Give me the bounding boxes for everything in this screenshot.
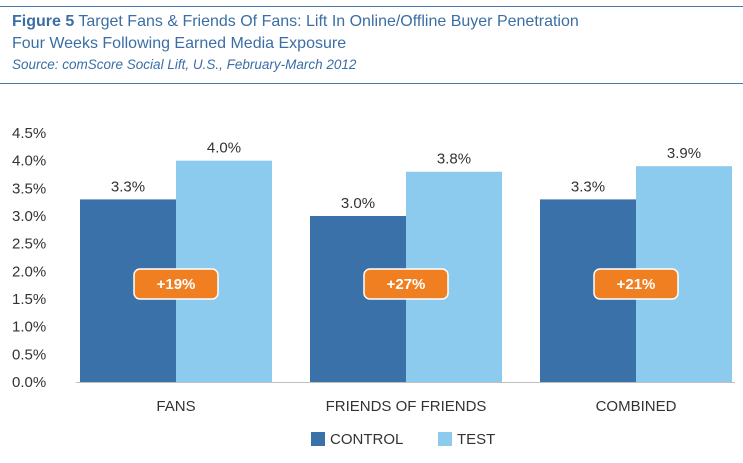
data-label: 3.9%	[667, 145, 701, 162]
lift-badge	[593, 268, 679, 300]
legend-item-control: CONTROL	[311, 429, 403, 449]
lift-badge-label: +19%	[157, 276, 196, 293]
lift-badge	[133, 268, 219, 300]
legend-swatch-test	[438, 432, 452, 446]
lift-badge-label: +21%	[617, 276, 656, 293]
title-text: Target Fans & Friends Of Fans: Lift In O…	[78, 13, 579, 30]
data-label: 3.0%	[341, 195, 375, 212]
x-tick-label: FRIENDS OF FRIENDS	[326, 398, 487, 415]
data-label: 3.3%	[571, 178, 605, 195]
legend-label-test: TEST	[457, 430, 496, 448]
chart-source: Source: comScore Social Lift, U.S., Febr…	[12, 57, 357, 72]
y-tick-label: 3.5%	[12, 180, 46, 197]
top-rule	[0, 6, 743, 7]
legend-swatch-control	[311, 432, 325, 446]
chart-title: Figure 5 Target Fans & Friends Of Fans: …	[12, 11, 737, 33]
y-tick-label: 4.0%	[12, 153, 46, 170]
bar-chart: 0.0% 0.5% 1.0% 1.5% 2.0% 2.5% 3.0% 3.5% 4.0% 4.5%…	[12, 125, 735, 415]
chart-header: Figure 5 Target Fans & Friends Of Fans: …	[12, 11, 737, 75]
legend: CONTROL TEST	[0, 429, 743, 449]
lift-badge-label: +27%	[387, 276, 426, 293]
y-tick-label: 0.5%	[12, 346, 46, 363]
y-tick-label: 2.5%	[12, 236, 46, 253]
x-tick-label: COMBINED	[596, 398, 677, 415]
y-tick-label: 1.0%	[12, 319, 46, 336]
data-label: 4.0%	[207, 140, 241, 157]
data-label: 3.3%	[111, 178, 145, 195]
data-label: 3.8%	[437, 151, 471, 168]
y-tick-label: 0.0%	[12, 374, 46, 391]
lift-badge	[363, 268, 449, 300]
chart-subtitle: Four Weeks Following Earned Media Exposu…	[12, 35, 347, 52]
y-tick-label: 2.0%	[12, 263, 46, 280]
y-tick-label: 3.0%	[12, 208, 46, 225]
header-rule	[0, 83, 743, 84]
x-tick-label: FANS	[156, 398, 195, 415]
y-tick-label: 1.5%	[12, 291, 46, 308]
legend-label-control: CONTROL	[330, 430, 404, 448]
y-tick-label: 4.5%	[12, 125, 46, 142]
figure-label: Figure 5	[12, 13, 75, 30]
legend-item-test: TEST	[438, 429, 495, 449]
